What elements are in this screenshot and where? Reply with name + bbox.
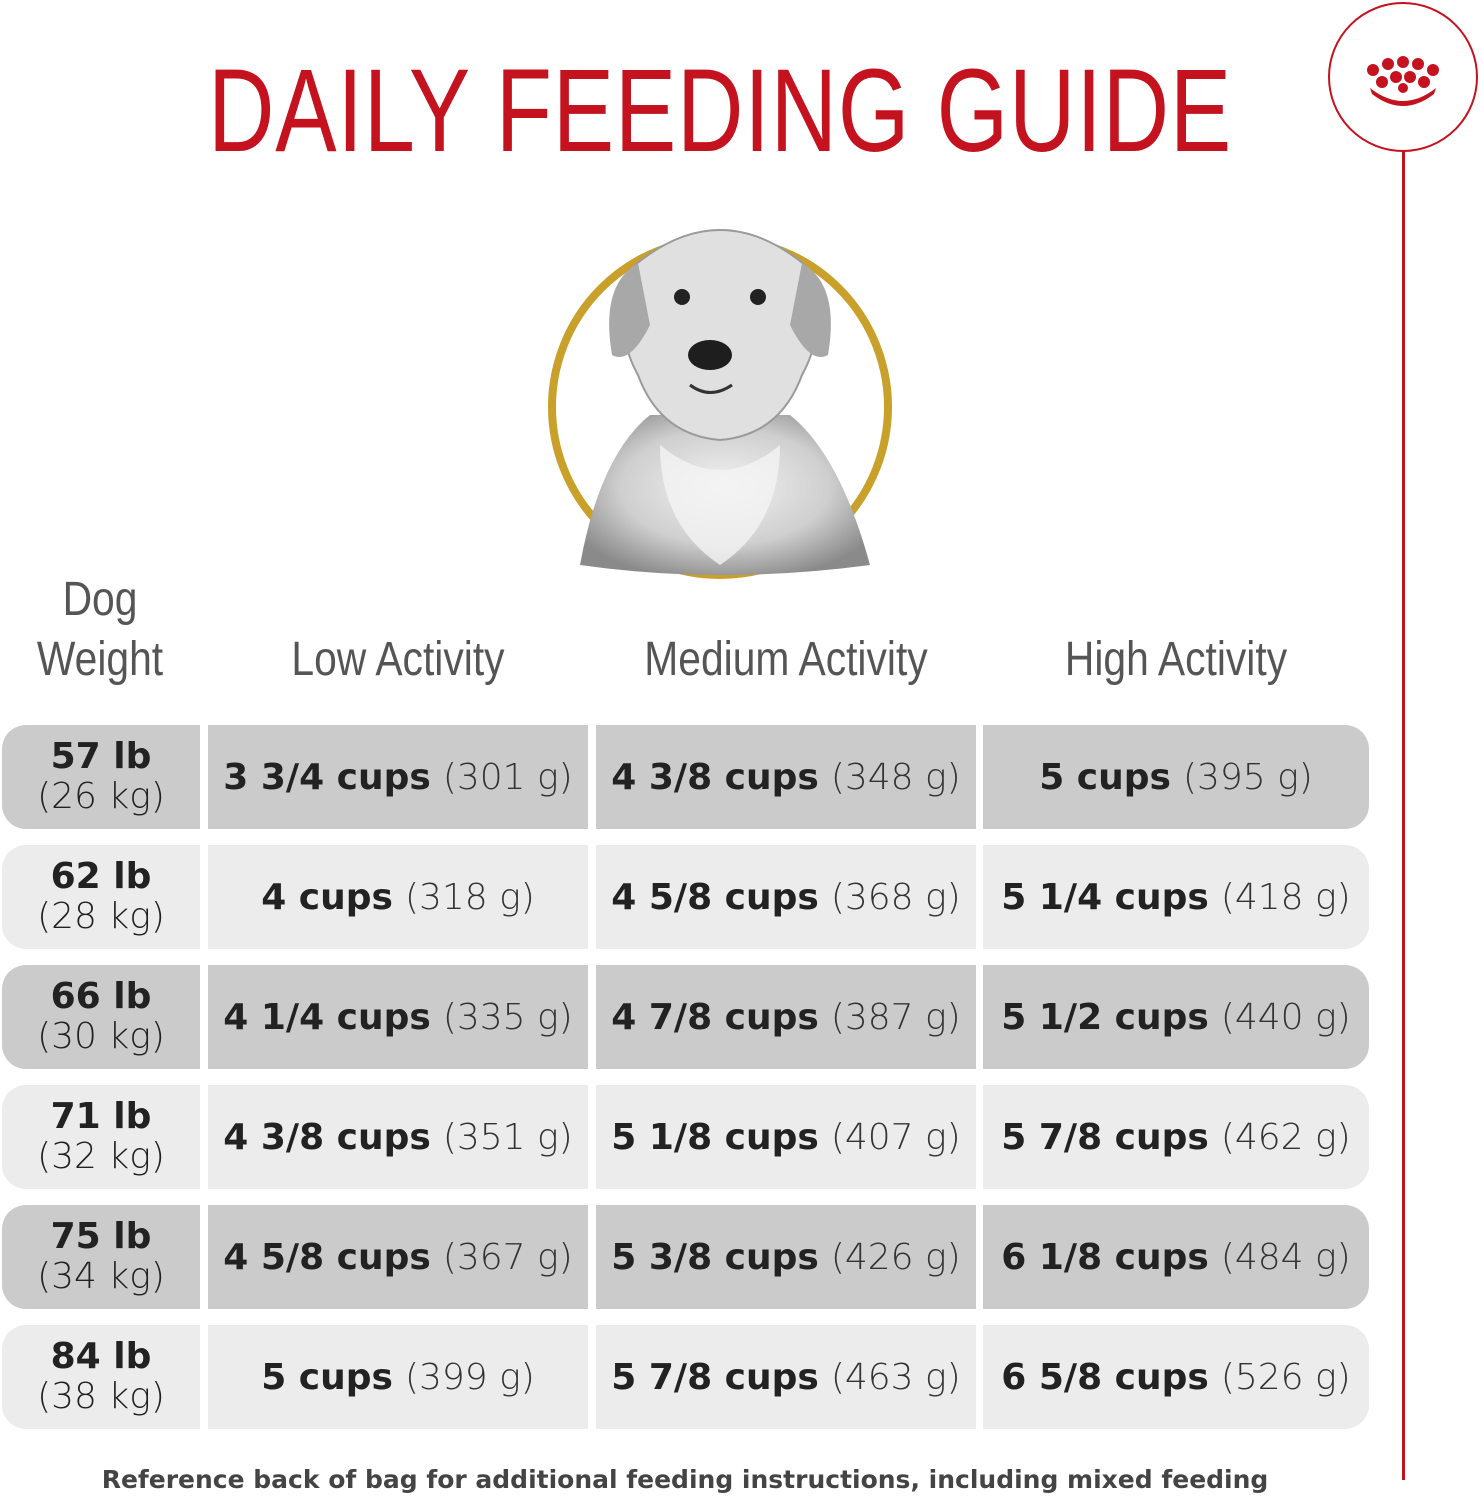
dog-nose — [688, 340, 732, 370]
weight-cell: 57 lb (26 kg) — [2, 725, 200, 829]
dog-right-eye — [750, 289, 766, 305]
dog-left-ear — [609, 263, 650, 357]
high-activity-cell: 5 7/8 cups (462 g) — [983, 1085, 1369, 1189]
table-row: 57 lb (26 kg) 3 3/4 cups (301 g) 4 3/8 cu… — [0, 725, 1370, 829]
dog-mouth — [689, 383, 733, 394]
header-low-activity: Low Activity — [291, 633, 505, 686]
medium-activity-cell: 5 1/8 cups (407 g) — [596, 1085, 976, 1189]
cups-value: 4 3/8 cups — [223, 1116, 431, 1158]
cups-value: 4 3/8 cups — [611, 756, 819, 798]
weight-lb: 71 lb — [50, 1096, 152, 1137]
grams-value: (484 g) — [1220, 1236, 1351, 1278]
weight-kg: (30 kg) — [37, 1016, 165, 1057]
grams-value: (462 g) — [1220, 1116, 1351, 1158]
grams-value: (367 g) — [442, 1236, 573, 1278]
grams-value: (335 g) — [442, 996, 573, 1038]
grams-value: (387 g) — [830, 996, 961, 1038]
cups-value: 4 5/8 cups — [611, 876, 819, 918]
weight-kg: (38 kg) — [37, 1376, 165, 1417]
header-high-activity: High Activity — [1064, 633, 1288, 686]
grams-value: (301 g) — [442, 756, 573, 798]
medium-activity-cell: 4 3/8 cups (348 g) — [596, 725, 976, 829]
dog-portrait — [548, 229, 892, 579]
high-activity-cell: 6 1/8 cups (484 g) — [983, 1205, 1369, 1309]
weight-lb: 75 lb — [50, 1216, 152, 1257]
header-medium-activity: Medium Activity — [644, 633, 928, 686]
grams-value: (318 g) — [404, 876, 535, 918]
grams-value: (418 g) — [1220, 876, 1351, 918]
grams-value: (368 g) — [830, 876, 961, 918]
dog-left-eye — [674, 289, 690, 305]
cups-value: 3 3/4 cups — [223, 756, 431, 798]
brand-vertical-line — [1402, 152, 1405, 1480]
medium-activity-cell: 5 3/8 cups (426 g) — [596, 1205, 976, 1309]
weight-lb: 62 lb — [50, 856, 152, 897]
grams-value: (351 g) — [442, 1116, 573, 1158]
header-weight-line1: Dog — [62, 573, 138, 626]
weight-cell: 75 lb (34 kg) — [2, 1205, 200, 1309]
high-activity-cell: 5 1/2 cups (440 g) — [983, 965, 1369, 1069]
weight-kg: (26 kg) — [37, 776, 165, 817]
weight-lb: 66 lb — [50, 976, 152, 1017]
medium-activity-cell: 4 7/8 cups (387 g) — [596, 965, 976, 1069]
cups-value: 5 1/2 cups — [1001, 996, 1209, 1038]
high-activity-cell: 5 1/4 cups (418 g) — [983, 845, 1369, 949]
medium-activity-cell: 4 5/8 cups (368 g) — [596, 845, 976, 949]
weight-cell: 71 lb (32 kg) — [2, 1085, 200, 1189]
cups-value: 5 cups — [261, 1356, 393, 1398]
table-row: 66 lb (30 kg) 4 1/4 cups (335 g) 4 7/8 cu… — [0, 965, 1370, 1069]
cups-value: 5 1/8 cups — [611, 1116, 819, 1158]
grams-value: (395 g) — [1182, 756, 1313, 798]
low-activity-cell: 4 cups (318 g) — [208, 845, 588, 949]
cups-value: 4 cups — [261, 876, 393, 918]
high-activity-cell: 6 5/8 cups (526 g) — [983, 1325, 1369, 1429]
dog-chest — [660, 445, 780, 565]
low-activity-cell: 3 3/4 cups (301 g) — [208, 725, 588, 829]
cups-value: 4 1/4 cups — [223, 996, 431, 1038]
grams-value: (399 g) — [404, 1356, 535, 1398]
cups-value: 6 1/8 cups — [1001, 1236, 1209, 1278]
table-row: 71 lb (32 kg) 4 3/8 cups (351 g) 5 1/8 cu… — [0, 1085, 1370, 1189]
footnote: Reference back of bag for additional fee… — [101, 1465, 1269, 1494]
header-weight-line2: Weight — [36, 633, 164, 686]
brand-logo — [1328, 2, 1478, 152]
cups-value: 5 7/8 cups — [1001, 1116, 1209, 1158]
low-activity-cell: 4 1/4 cups (335 g) — [208, 965, 588, 1069]
low-activity-cell: 4 5/8 cups (367 g) — [208, 1205, 588, 1309]
cups-value: 4 5/8 cups — [223, 1236, 431, 1278]
weight-kg: (32 kg) — [37, 1136, 165, 1177]
header-dog-weight: Dog Weight — [15, 570, 185, 690]
dog-right-ear — [790, 263, 831, 357]
grams-value: (426 g) — [830, 1236, 961, 1278]
high-activity-cell: 5 cups (395 g) — [983, 725, 1369, 829]
weight-lb: 84 lb — [50, 1336, 152, 1377]
weight-kg: (34 kg) — [37, 1256, 165, 1297]
cups-value: 5 cups — [1039, 756, 1171, 798]
dog-head — [622, 229, 818, 442]
weight-cell: 62 lb (28 kg) — [2, 845, 200, 949]
grams-value: (407 g) — [830, 1116, 961, 1158]
table-row: 75 lb (34 kg) 4 5/8 cups (367 g) 5 3/8 cu… — [0, 1205, 1370, 1309]
cups-value: 6 5/8 cups — [1001, 1356, 1209, 1398]
cups-value: 5 1/4 cups — [1001, 876, 1209, 918]
grams-value: (440 g) — [1220, 996, 1351, 1038]
grams-value: (348 g) — [830, 756, 961, 798]
weight-cell: 66 lb (30 kg) — [2, 965, 200, 1069]
crown-icon — [1367, 56, 1439, 106]
grams-value: (463 g) — [830, 1356, 961, 1398]
weight-cell: 84 lb (38 kg) — [2, 1325, 200, 1429]
low-activity-cell: 4 3/8 cups (351 g) — [208, 1085, 588, 1189]
grams-value: (526 g) — [1220, 1356, 1351, 1398]
page-title: DAILY FEEDING GUIDE — [207, 45, 1233, 177]
cups-value: 5 7/8 cups — [611, 1356, 819, 1398]
weight-lb: 57 lb — [50, 736, 152, 777]
table-row: 84 lb (38 kg) 5 cups (399 g) 5 7/8 cups (4… — [0, 1325, 1370, 1429]
medium-activity-cell: 5 7/8 cups (463 g) — [596, 1325, 976, 1429]
weight-kg: (28 kg) — [37, 896, 165, 937]
cups-value: 4 7/8 cups — [611, 996, 819, 1038]
cups-value: 5 3/8 cups — [611, 1236, 819, 1278]
table-row: 62 lb (28 kg) 4 cups (318 g) 4 5/8 cups (3… — [0, 845, 1370, 949]
low-activity-cell: 5 cups (399 g) — [208, 1325, 588, 1429]
